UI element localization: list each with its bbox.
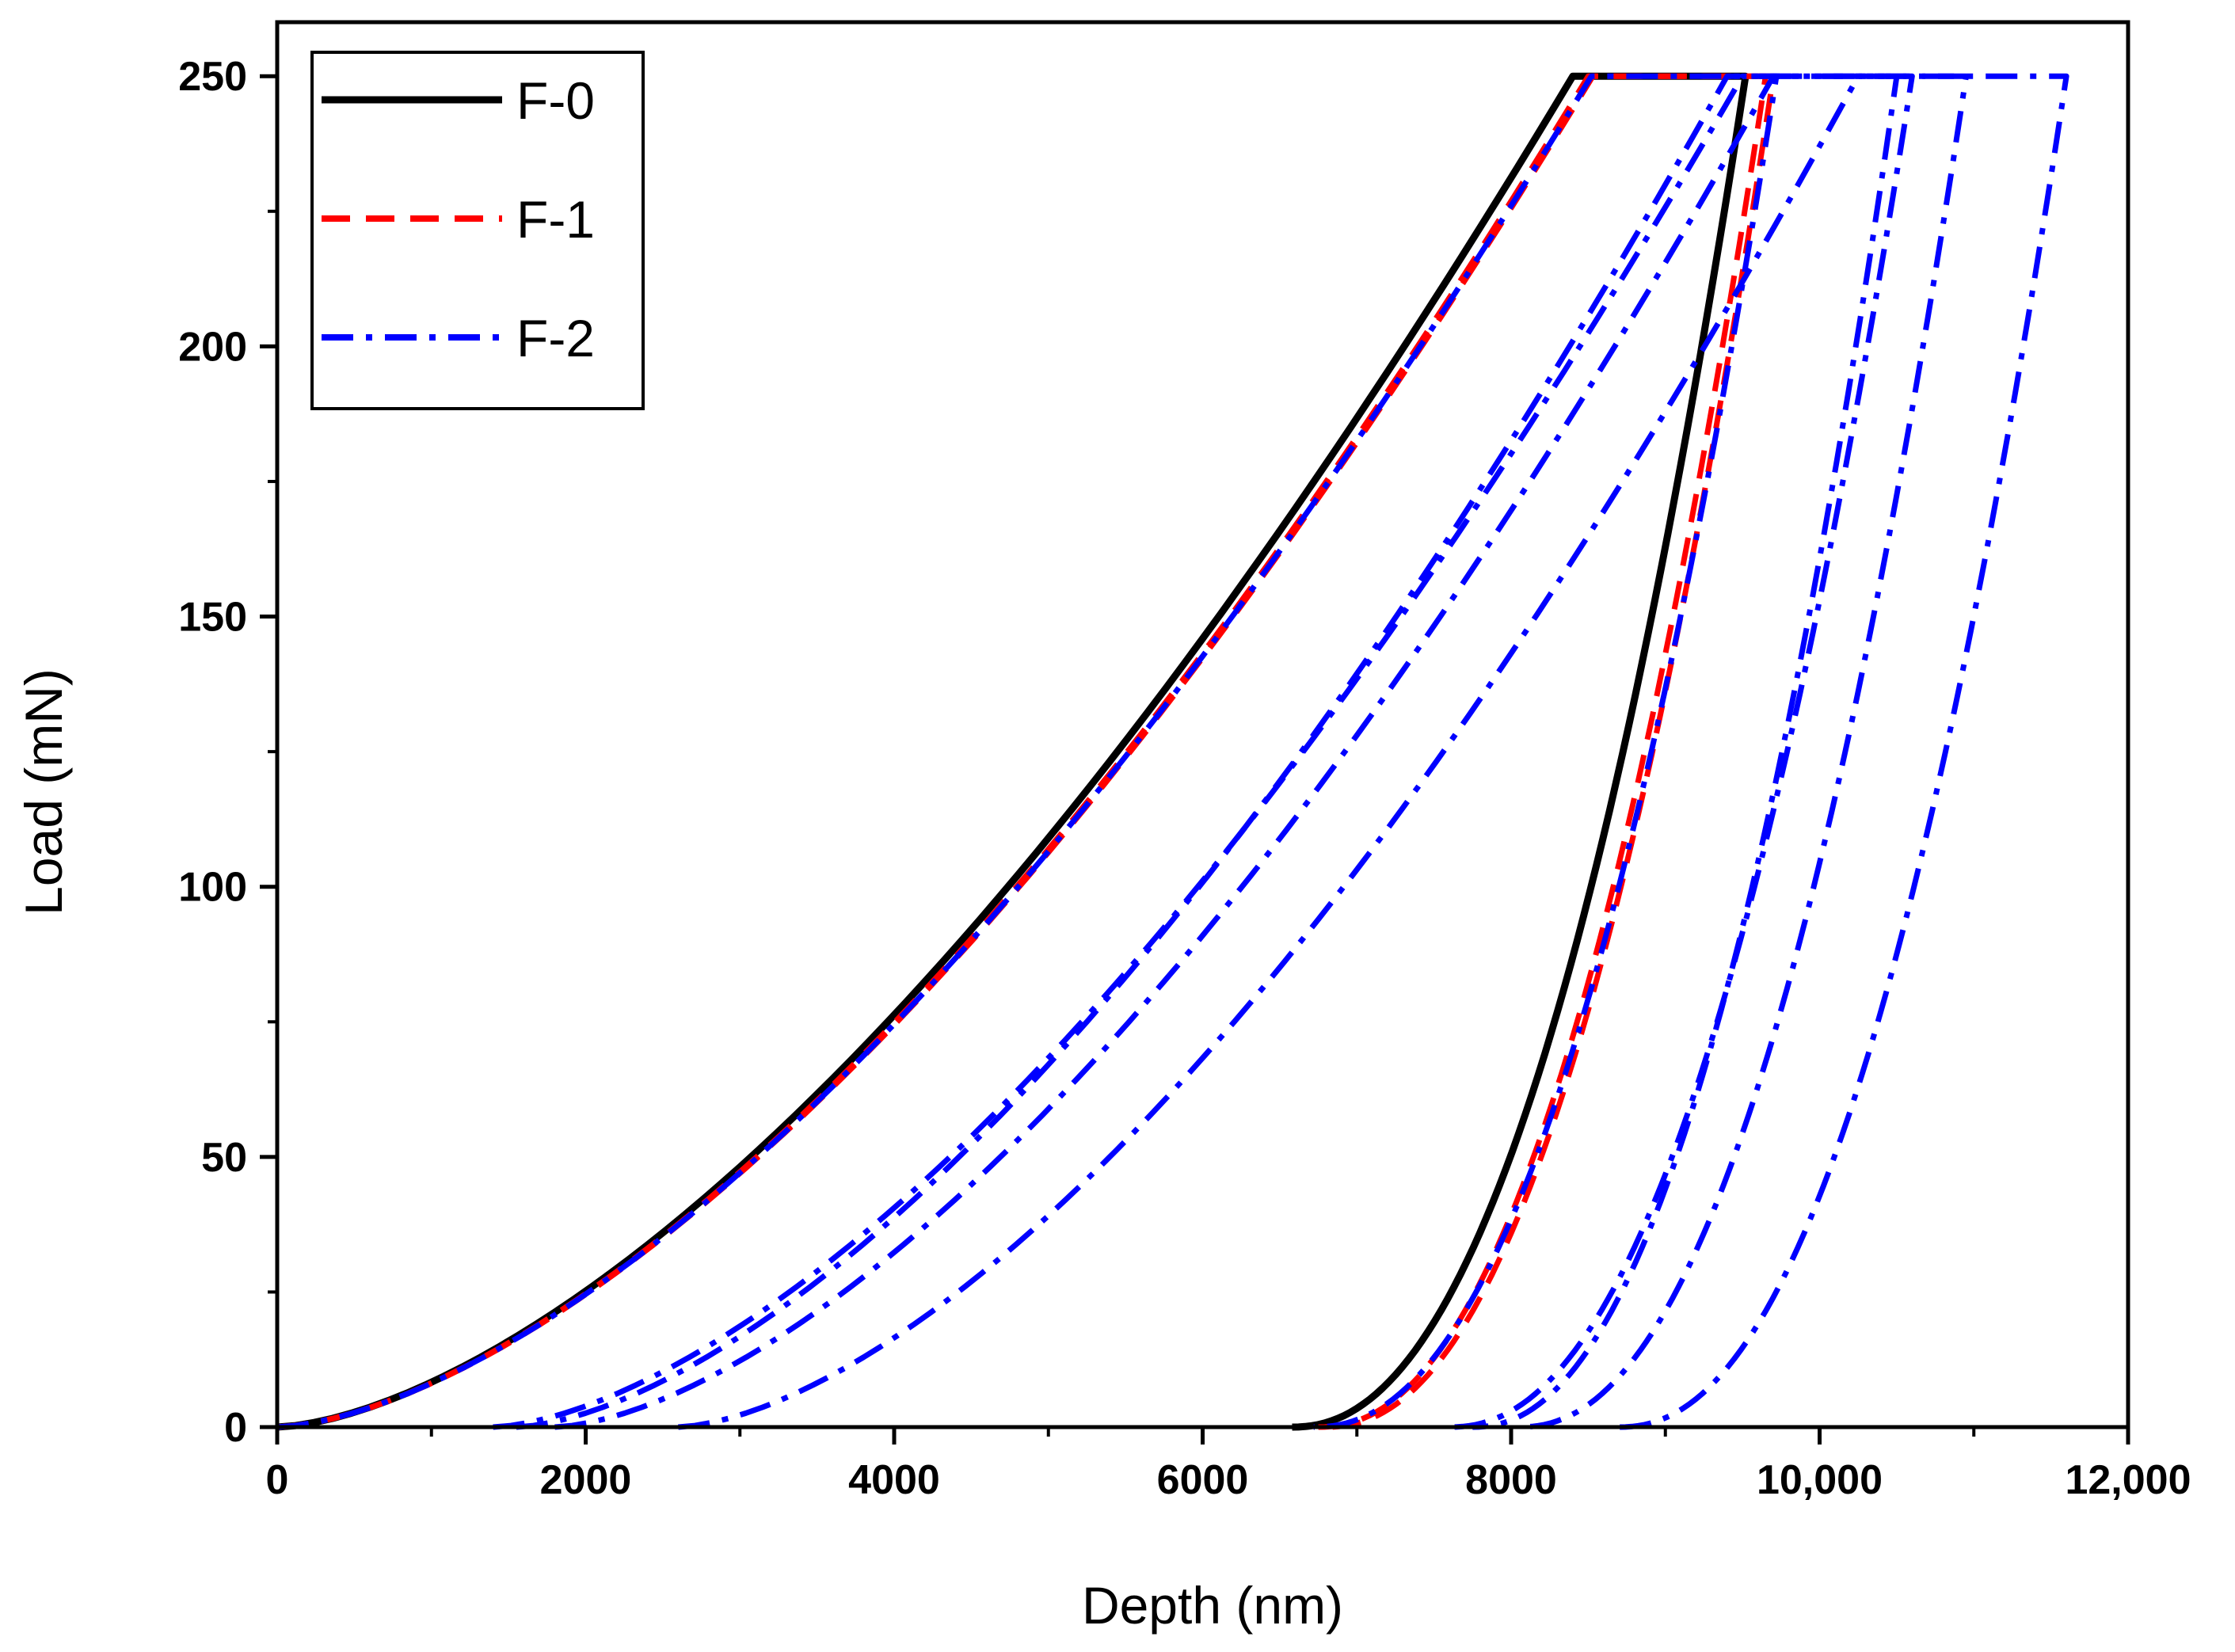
x-tick-label: 0: [266, 1457, 289, 1503]
x-tick-label: 10,000: [1757, 1457, 1883, 1503]
x-axis-title: Depth (nm): [1082, 1576, 1343, 1635]
x-tick-label: 2000: [540, 1457, 632, 1503]
legend-label-f-0: F-0: [516, 71, 595, 130]
y-tick-label: 150: [178, 595, 247, 641]
legend-box: [310, 51, 645, 410]
legend-label-f-1: F-1: [516, 190, 595, 249]
legend: F-0 F-1 F-2: [310, 51, 645, 410]
x-tick-label: 8000: [1465, 1457, 1557, 1503]
y-tick-label: 0: [224, 1405, 247, 1451]
x-tick-label: 4000: [848, 1457, 940, 1503]
curve-f-2-1: [276, 73, 1780, 1430]
y-tick-label: 200: [178, 324, 247, 370]
curves-layer: [276, 72, 2069, 1431]
y-tick-label: 50: [201, 1135, 247, 1181]
x-tick-label: 12,000: [2065, 1457, 2191, 1503]
curve-f-2-5: [678, 73, 2069, 1430]
curve-f-2-4: [554, 73, 1969, 1430]
axes-layer: 0 2000 4000 6000 8000 10,000 12,000 0 50 100 150 20…: [178, 20, 2191, 1503]
y-axis-title: Load (mN): [14, 668, 73, 915]
y-tick-label: 250: [178, 54, 247, 100]
y-tick-label: 100: [178, 865, 247, 911]
legend-label-f-2: F-2: [516, 309, 595, 367]
curve-f-2-3: [493, 73, 1900, 1430]
x-tick-label: 6000: [1157, 1457, 1249, 1503]
curve-f-2-2: [516, 73, 1915, 1430]
